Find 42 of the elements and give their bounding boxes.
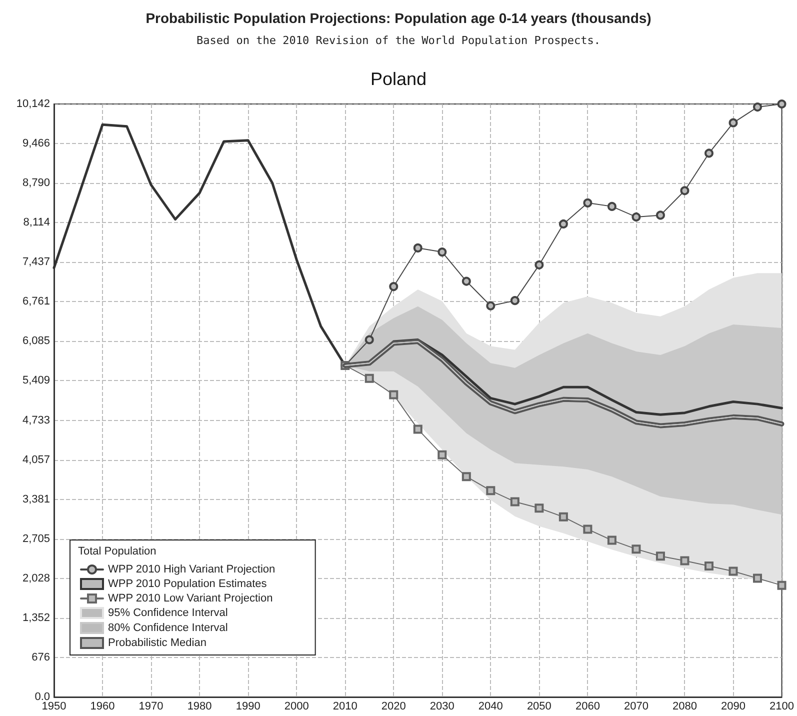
chart-subtitle: Based on the 2010 Revision of the World Population Prospects. [196, 34, 600, 47]
x-tick-label: 1960 [90, 700, 115, 712]
y-tick-label: 10,142 [16, 98, 50, 110]
x-tick-label: 2050 [526, 700, 552, 712]
legend-label: WPP 2010 Low Variant Projection [108, 592, 273, 604]
text: Poland [370, 69, 427, 89]
x-tick-label: 2030 [430, 700, 454, 712]
x-tick-label: 2020 [381, 700, 406, 712]
legend-label: WPP 2010 High Variant Projection [108, 564, 276, 576]
x-tick-label: 2100 [770, 700, 794, 712]
legend-label: 95% Confidence Interval [108, 607, 228, 619]
x-tick-label: 2040 [478, 700, 503, 712]
x-tick-label: 2010 [332, 700, 358, 712]
x-tick-label: 1950 [42, 700, 66, 712]
y-tick-label: 8,790 [22, 177, 50, 190]
y-tick-label: 6,085 [22, 335, 50, 348]
y-tick-label: 2,705 [22, 532, 50, 545]
y-tick-label: 5,409 [22, 374, 50, 387]
x-tick-label: 2070 [624, 700, 648, 712]
x-tick-label: 2080 [672, 700, 697, 712]
chart-title: Probabilistic Population Projections: Population age 0-14 years (thousands) [146, 10, 652, 26]
legend-title: Total Population [78, 546, 156, 558]
legend-label: 80% Confidence Interval [108, 622, 228, 634]
x-tick-label: 1970 [138, 700, 164, 712]
x-tick-label: 2000 [284, 700, 309, 712]
y-tick-label: 7,437 [22, 256, 50, 268]
x-tick-label: 1980 [187, 700, 212, 712]
y-tick-label: 676 [32, 651, 50, 664]
y-tick-label: 9,466 [22, 138, 50, 150]
y-tick-label: 2,028 [22, 572, 50, 584]
x-tick-label: 1990 [236, 700, 260, 712]
y-tick-label: 4,733 [22, 414, 50, 426]
y-tick-label: 8,114 [23, 216, 50, 229]
x-tick-label: 2060 [575, 700, 600, 712]
y-tick-label: 6,761 [22, 296, 50, 308]
y-tick-label: 4,057 [22, 454, 50, 466]
y-tick-label: 3,381 [22, 493, 50, 506]
y-tick-label: 0.0 [34, 691, 50, 703]
legend-label: WPP 2010 Population Estimates [108, 578, 268, 590]
x-tick-label: 2090 [721, 700, 746, 712]
y-tick-label: 1,352 [22, 612, 50, 624]
legend-label: Probabilistic Median [108, 637, 206, 649]
